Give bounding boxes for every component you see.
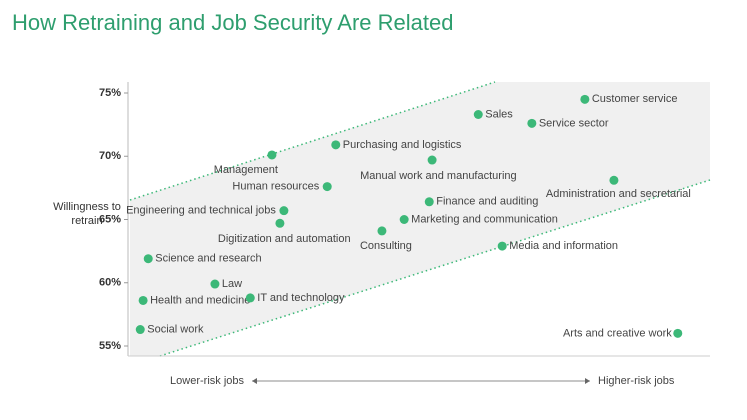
point-label: Marketing and communication (411, 213, 558, 225)
point-label: Engineering and technical jobs (126, 205, 276, 217)
point (275, 218, 285, 228)
lower-bound (159, 179, 711, 357)
point-label: Digitization and automation (218, 233, 351, 245)
point (424, 197, 434, 207)
y-tick-label: 70% (99, 150, 121, 162)
point-label: Purchasing and logistics (343, 139, 462, 151)
y-tick-label: 55% (99, 340, 121, 352)
point (399, 215, 409, 224)
chart-title: How Retraining and Job Security Are Rela… (12, 10, 453, 35)
point-label: IT and technology (257, 292, 345, 304)
point (135, 325, 145, 335)
point-label: Human resources (232, 181, 319, 193)
point-label: Management (214, 164, 278, 176)
point-label: Customer service (592, 93, 678, 105)
x-label-right: Higher-risk jobs (598, 375, 675, 387)
point-label: Consulting (360, 240, 412, 252)
point-label: Service sector (539, 117, 609, 129)
point (580, 94, 590, 104)
point (245, 293, 255, 303)
point (427, 155, 437, 165)
point (473, 110, 483, 120)
point-label: Finance and auditing (436, 196, 538, 208)
point-label: Media and information (509, 240, 618, 252)
point (527, 118, 537, 128)
y-tick-label: 60% (99, 277, 121, 289)
point (143, 254, 153, 264)
point (210, 279, 220, 289)
y-tick-label: 75% (99, 87, 121, 99)
point (673, 328, 683, 338)
upper-bound (129, 81, 496, 201)
point-label: Science and research (155, 253, 261, 265)
point-label: Sales (485, 108, 513, 120)
point (497, 241, 507, 251)
band (130, 82, 710, 356)
point (138, 295, 148, 305)
point-label: Social work (147, 323, 204, 335)
x-label-left: Lower-risk jobs (170, 375, 244, 387)
y-axis-label: Willingness to retrain (53, 201, 121, 227)
point-label: Health and medicine (150, 294, 250, 306)
point (609, 175, 619, 185)
point-label: Arts and creative work (563, 327, 672, 339)
point (377, 226, 387, 236)
point (322, 182, 332, 192)
y-tick-label: 65% (99, 213, 121, 225)
point (331, 140, 341, 150)
point-label: Law (222, 278, 242, 290)
point-label: Manual work and manufacturing (360, 170, 517, 182)
point-label: Administration and secretarial (546, 188, 691, 200)
point (267, 150, 277, 160)
point (279, 206, 289, 216)
